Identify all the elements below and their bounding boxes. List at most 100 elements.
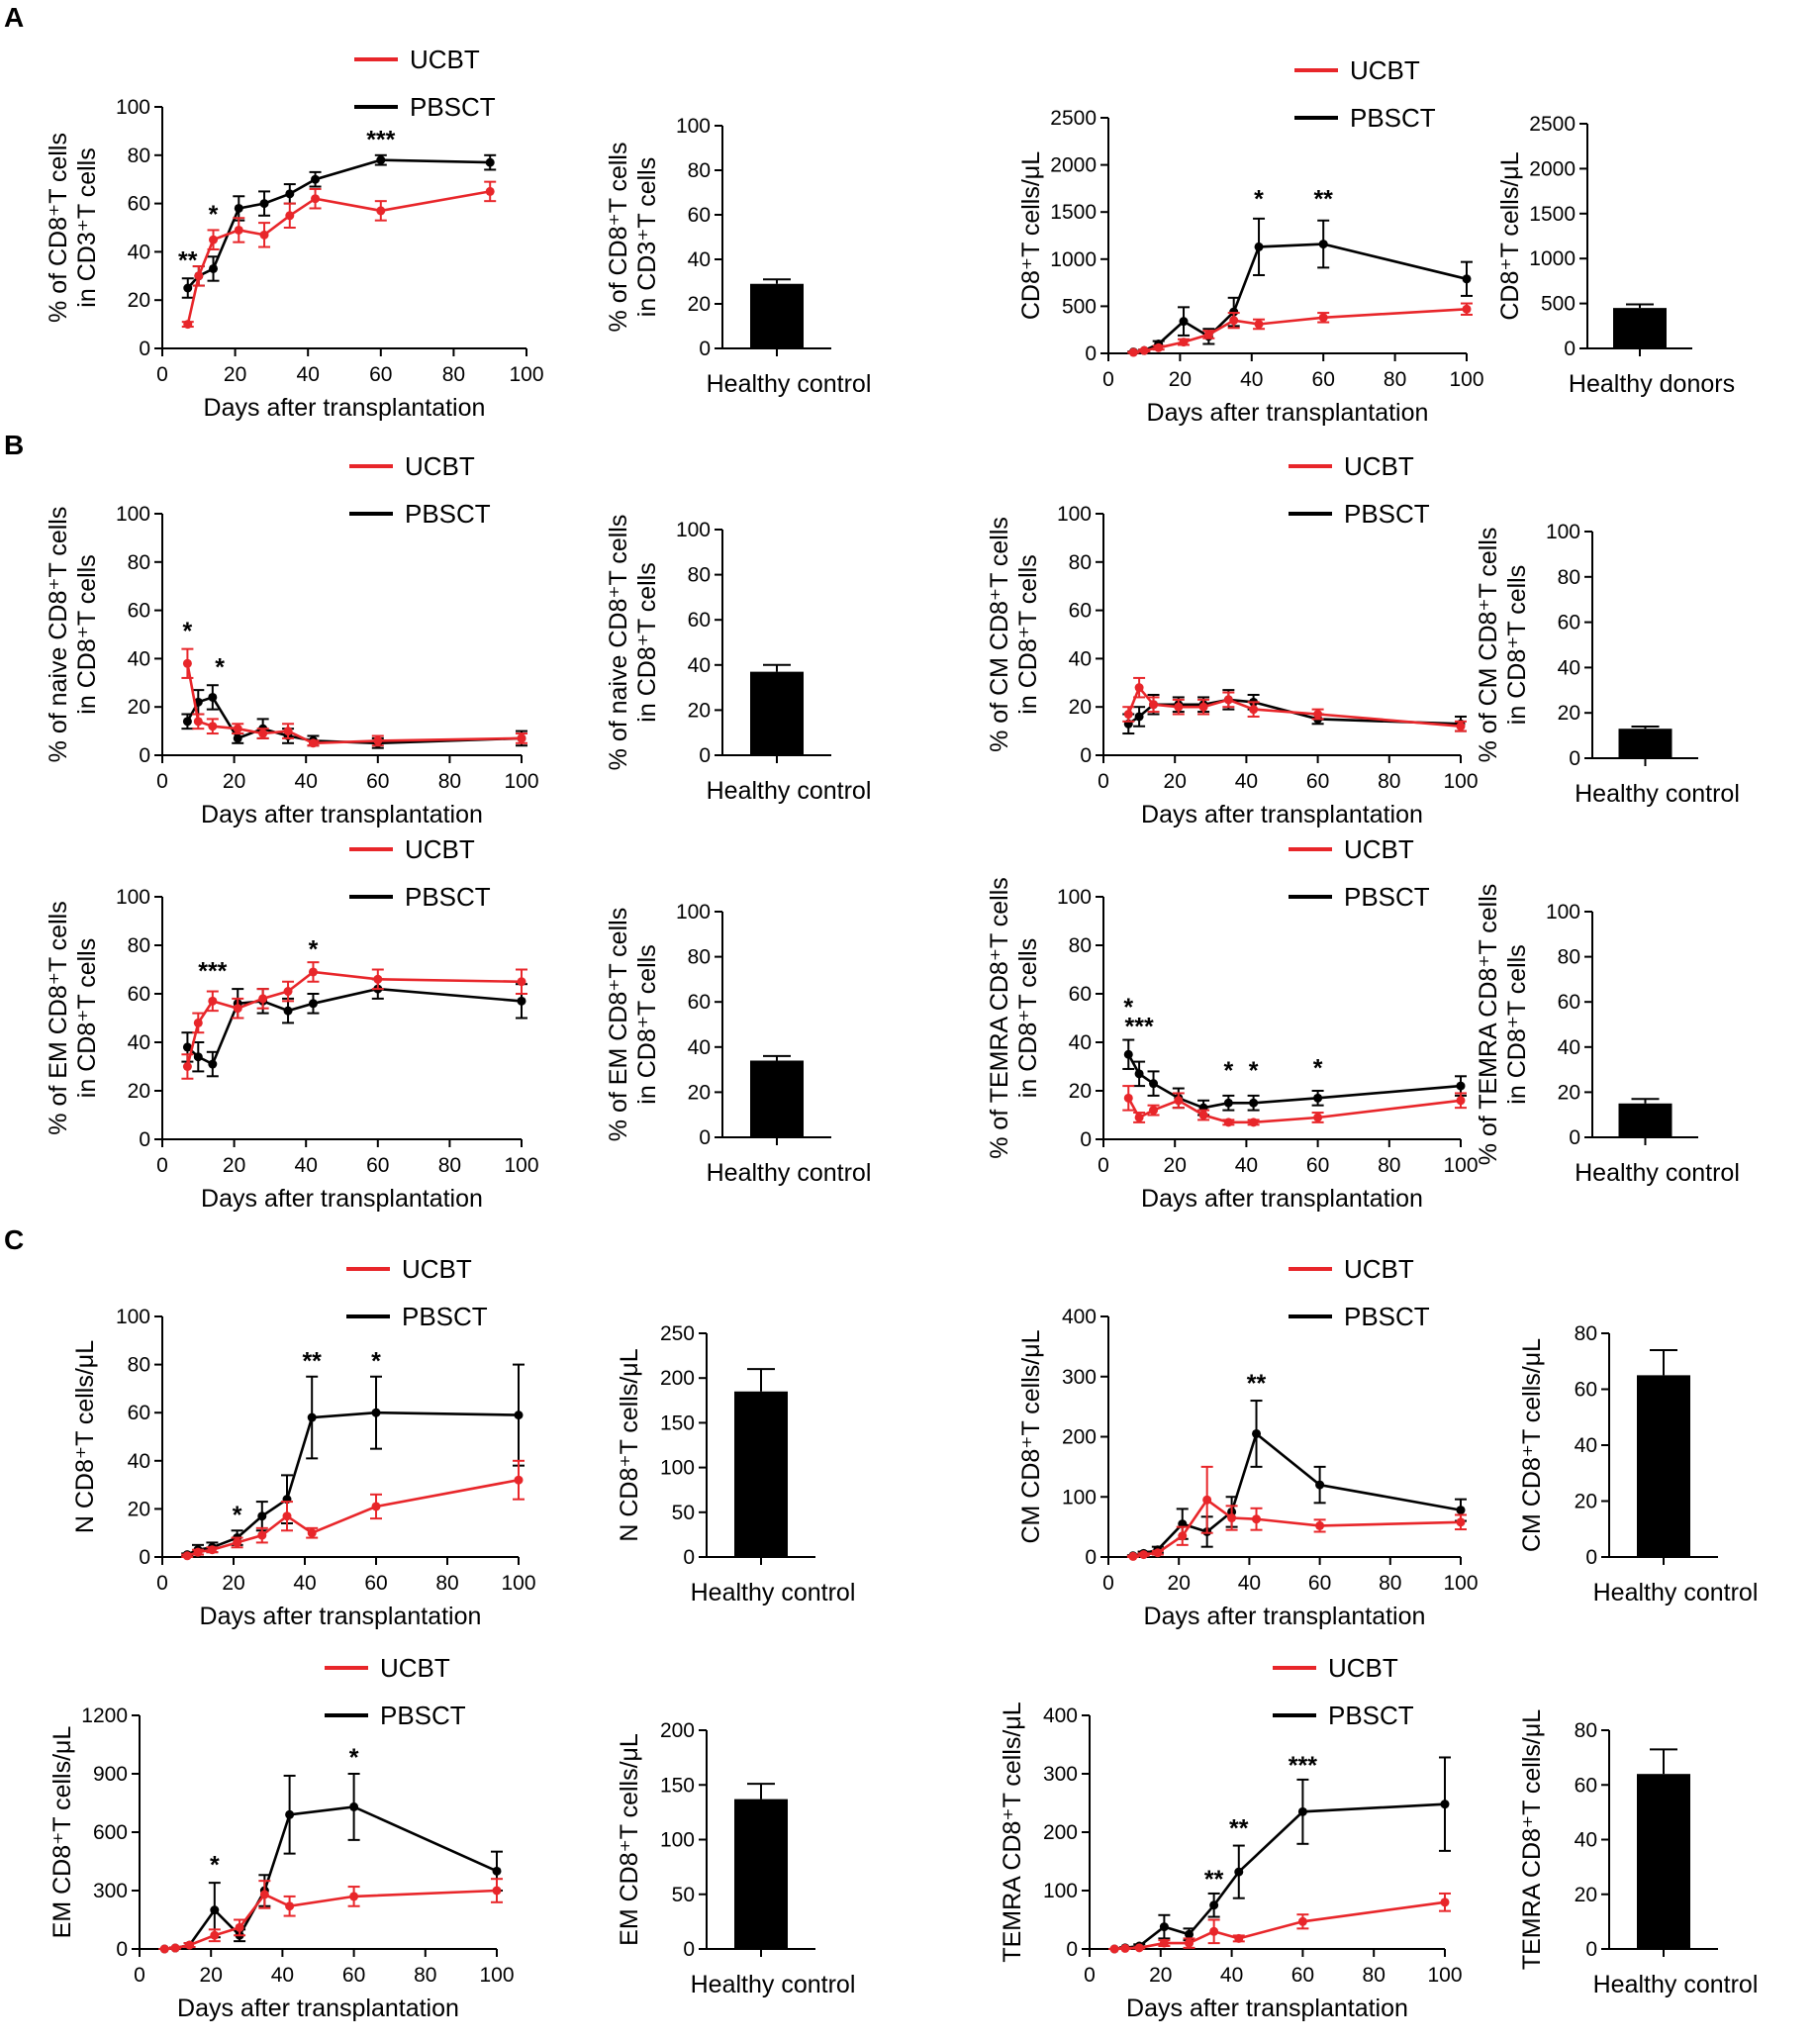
- pbsct-data-point: [308, 999, 318, 1009]
- x-tick-label: 60: [1291, 1964, 1314, 1987]
- y-tick-label: 60: [1069, 600, 1092, 623]
- ucbt-data-point: [1179, 338, 1189, 347]
- bar-category-label: Healthy control: [1593, 1971, 1759, 1998]
- significance-marker: **: [302, 1347, 322, 1375]
- bar: [750, 671, 804, 755]
- ucbt-data-point: [182, 1062, 192, 1071]
- y-tick-label: 100: [1057, 886, 1092, 909]
- y-tick-label: 0: [1085, 342, 1097, 365]
- ucbt-data-point: [1456, 1517, 1466, 1527]
- ucbt-data-point: [259, 230, 269, 240]
- ucbt-data-point: [1123, 1093, 1133, 1103]
- ucbt-data-point: [1159, 1938, 1169, 1948]
- ucbt-data-point: [1134, 1113, 1144, 1122]
- y-axis-label: N CD8⁺T cells/μL: [71, 1340, 99, 1533]
- x-tick-label: 80: [1378, 770, 1400, 793]
- y-tick-label: 400: [1062, 1306, 1097, 1328]
- y-tick-label: 50: [672, 1884, 695, 1906]
- pbsct-data-point: [311, 174, 321, 184]
- x-tick-label: 20: [1169, 368, 1192, 391]
- x-tick-label: 40: [295, 1154, 318, 1177]
- pbsct-data-point: [349, 1801, 359, 1811]
- y-tick-label: 1200: [81, 1704, 128, 1727]
- pbsct-data-point: [1456, 1081, 1466, 1091]
- bar-category-label: Healthy control: [707, 370, 872, 398]
- legend-label-ucbt: UCBT: [405, 834, 475, 864]
- ucbt-data-point: [1134, 1943, 1144, 1953]
- significance-marker: *: [183, 618, 193, 645]
- ucbt-data-point: [235, 1922, 244, 1932]
- bar-category-label: Healthy control: [1575, 1159, 1740, 1187]
- line-chart-13: 0 20 40 60 80 100 N CD8⁺T cells/μL 0 20 40 60 80 100…: [71, 1254, 536, 1630]
- ucbt-data-point: [1234, 1933, 1244, 1943]
- ucbt-data-point: [1252, 1514, 1262, 1524]
- y-axis-label: N CD8⁺T cells/μL: [616, 1348, 643, 1541]
- y-axis-label: % of naive CD8⁺T cellsin CD8⁺T cells: [45, 507, 101, 763]
- pbsct-data-point: [1149, 1079, 1159, 1089]
- y-axis-label: CM CD8⁺T cells/μL: [1518, 1338, 1546, 1552]
- x-axis-label: Days after transplantation: [1144, 1603, 1426, 1630]
- ucbt-data-point: [159, 1944, 169, 1954]
- y-tick-label: 80: [128, 934, 150, 957]
- ucbt-data-point: [182, 1551, 192, 1561]
- legend-label-ucbt: UCBT: [1344, 1254, 1414, 1284]
- pbsct-data-point: [1159, 1922, 1169, 1932]
- x-tick-label: 40: [1238, 1572, 1261, 1595]
- y-tick-label: 2000: [1050, 154, 1097, 177]
- x-tick-label: 0: [1098, 770, 1109, 793]
- ucbt-data-point: [1149, 700, 1159, 710]
- ucbt-data-point: [1178, 1531, 1188, 1541]
- ucbt-data-point: [349, 1892, 359, 1901]
- pbsct-data-point: [1315, 1480, 1325, 1490]
- bar-chart-6: 0 20 40 60 80 100 % of naive CD8⁺T cellsin CD8…: [605, 515, 871, 805]
- ucbt-data-point: [373, 974, 383, 984]
- pbsct-data-point: [1134, 1069, 1144, 1079]
- y-tick-label: 100: [676, 901, 711, 924]
- bar: [1637, 1375, 1690, 1557]
- ucbt-data-point: [185, 1940, 195, 1950]
- ucbt-data-point: [1209, 1926, 1219, 1936]
- pbsct-data-point: [1440, 1800, 1450, 1809]
- x-tick-label: 80: [414, 1964, 436, 1987]
- y-tick-label: 600: [93, 1821, 128, 1844]
- y-tick-label: 60: [688, 609, 711, 632]
- x-tick-label: 60: [1308, 1572, 1331, 1595]
- ucbt-data-point: [1123, 710, 1133, 720]
- x-tick-label: 60: [1306, 1154, 1329, 1177]
- ucbt-data-point: [517, 977, 526, 987]
- ucbt-data-point: [371, 1502, 381, 1511]
- pbsct-data-point: [376, 155, 386, 165]
- x-axis-label: Days after transplantation: [177, 1995, 459, 2022]
- ucbt-data-point: [193, 717, 203, 727]
- pbsct-data-point: [1134, 712, 1144, 722]
- y-tick-label: 0: [1564, 338, 1576, 360]
- significance-marker: *: [1223, 1057, 1233, 1085]
- ucbt-data-point: [207, 1545, 217, 1555]
- significance-marker: ***: [1125, 1014, 1154, 1041]
- y-tick-label: 80: [1575, 1322, 1597, 1345]
- ucbt-data-point: [285, 211, 295, 221]
- x-tick-label: 100: [504, 1154, 538, 1177]
- y-tick-label: 100: [660, 1829, 695, 1852]
- x-tick-label: 100: [1443, 1572, 1478, 1595]
- ucbt-data-point: [193, 1547, 203, 1557]
- y-axis-label: % of TEMRA CD8⁺T cellsin CD8⁺T cells: [986, 877, 1042, 1159]
- x-tick-label: 60: [1306, 770, 1329, 793]
- x-tick-label: 100: [479, 1964, 514, 1987]
- pbsct-data-point: [208, 1059, 218, 1069]
- x-tick-label: 80: [435, 1572, 458, 1595]
- y-tick-label: 20: [1558, 1081, 1580, 1104]
- pbsct-data-point: [1209, 1900, 1219, 1910]
- y-tick-label: 20: [1575, 1884, 1597, 1906]
- significance-marker: *: [309, 935, 319, 963]
- ucbt-data-point: [1174, 1096, 1184, 1106]
- ucbt-data-point: [1109, 1944, 1119, 1954]
- y-tick-label: 100: [660, 1457, 695, 1480]
- y-tick-label: 500: [1062, 295, 1097, 318]
- legend-label-ucbt: UCBT: [380, 1653, 450, 1683]
- legend-label-pbsct: PBSCT: [1344, 499, 1430, 529]
- x-tick-label: 80: [1379, 1572, 1401, 1595]
- pbsct-data-point: [285, 189, 295, 199]
- y-tick-label: 20: [128, 1080, 150, 1103]
- y-tick-label: 80: [128, 1354, 150, 1377]
